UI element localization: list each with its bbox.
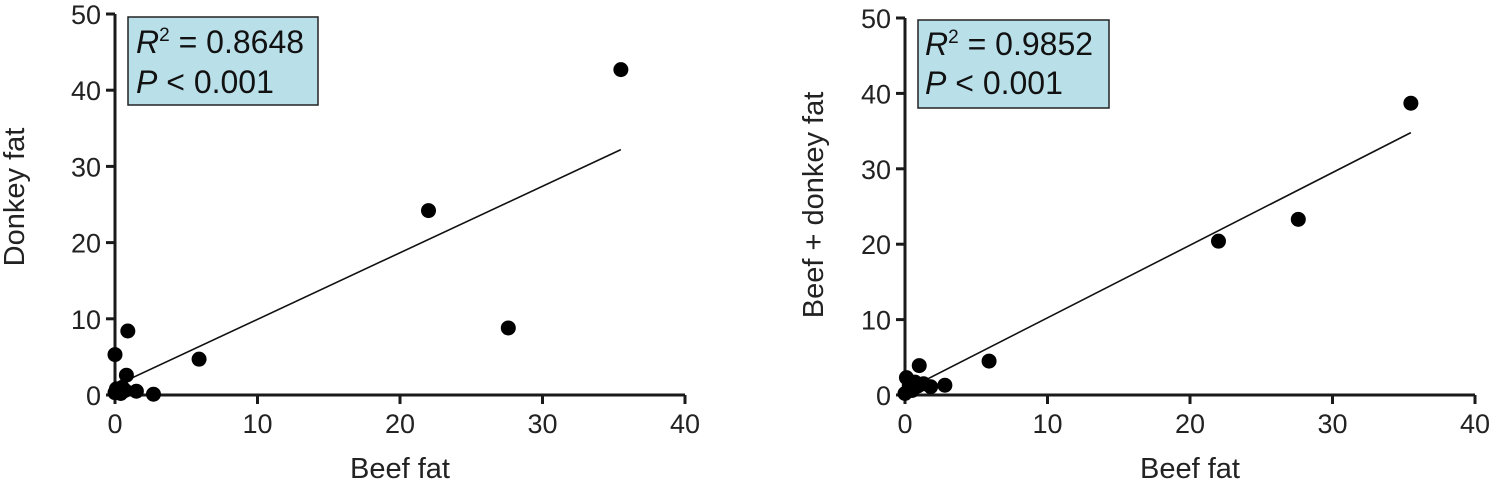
y-tick-label: 50: [71, 0, 101, 30]
r-squared-annotation: R2 = 0.8648: [136, 24, 304, 60]
data-point: [500, 320, 516, 336]
data-point: [118, 367, 134, 383]
y-axis-title: Donkey fat: [0, 128, 31, 267]
plot-area: 0 10 20 30 40 0 10 20 30 40 50: [861, 4, 1490, 439]
data-point: [117, 382, 133, 398]
data-point: [911, 358, 927, 374]
x-tick-label: 10: [1032, 409, 1062, 439]
data-point: [107, 347, 123, 363]
data-point: [923, 379, 939, 395]
y-tick-label: 10: [861, 306, 891, 336]
data-point: [421, 203, 436, 219]
x-tick-label: 0: [897, 409, 912, 439]
data-point: [613, 62, 629, 78]
r-squared-annotation: R2 = 0.9852: [925, 26, 1093, 62]
data-point: [937, 377, 953, 393]
y-tick-label: 20: [861, 230, 891, 260]
y-tick-label: 30: [71, 152, 101, 182]
y-tick-label: 0: [876, 381, 891, 411]
x-tick-label: 20: [1175, 409, 1205, 439]
stats-box: R2 = 0.9852 P < 0.001: [917, 19, 1110, 109]
data-point: [191, 351, 207, 367]
y-tick-label: 30: [861, 155, 891, 185]
x-tick-label: 0: [107, 409, 122, 439]
x-tick-label: 40: [670, 409, 700, 439]
stats-box: R2 = 0.8648 P < 0.001: [127, 16, 319, 106]
x-axis-title: Beef fat: [1140, 453, 1240, 480]
data-point: [120, 323, 136, 339]
y-axis-title: Beef + donkey fat: [798, 92, 830, 319]
data-point: [128, 383, 144, 399]
plot-area: 0 10 20 30 40 0 10 20 30 40 50: [71, 0, 700, 439]
regression-line: [114, 148, 622, 387]
y-tick-label: 40: [71, 76, 101, 106]
data-point: [1290, 211, 1306, 227]
regression-line: [904, 131, 1412, 392]
stats-box-background: [127, 16, 319, 106]
x-tick-label: 10: [242, 409, 272, 439]
p-value-annotation: P < 0.001: [925, 65, 1063, 101]
data-point: [145, 386, 161, 402]
x-tick-label: 40: [1460, 409, 1490, 439]
scatter-panel-donkey-fat: 0 10 20 30 40 0 10 20 30 40 50 Beef fat Donkey fat…: [0, 0, 700, 480]
scatter-panel-beef-donkey-fat: 0 10 20 30 40 0 10 20 30 40 50 Beef fat Beef + don…: [798, 4, 1490, 480]
y-tick-label: 40: [861, 79, 891, 109]
y-tick-label: 10: [71, 305, 101, 335]
y-tick-label: 0: [86, 381, 101, 411]
x-tick-label: 30: [527, 409, 557, 439]
x-axis-title: Beef fat: [350, 453, 450, 480]
data-point: [1211, 233, 1226, 249]
data-point: [981, 353, 997, 369]
y-tick-label: 50: [861, 4, 891, 34]
data-point: [1403, 95, 1419, 111]
y-tick-label: 20: [71, 229, 101, 259]
x-tick-label: 30: [1317, 409, 1347, 439]
x-tick-label: 20: [385, 409, 415, 439]
p-value-annotation: P < 0.001: [136, 64, 274, 100]
stats-box-background: [917, 19, 1110, 109]
